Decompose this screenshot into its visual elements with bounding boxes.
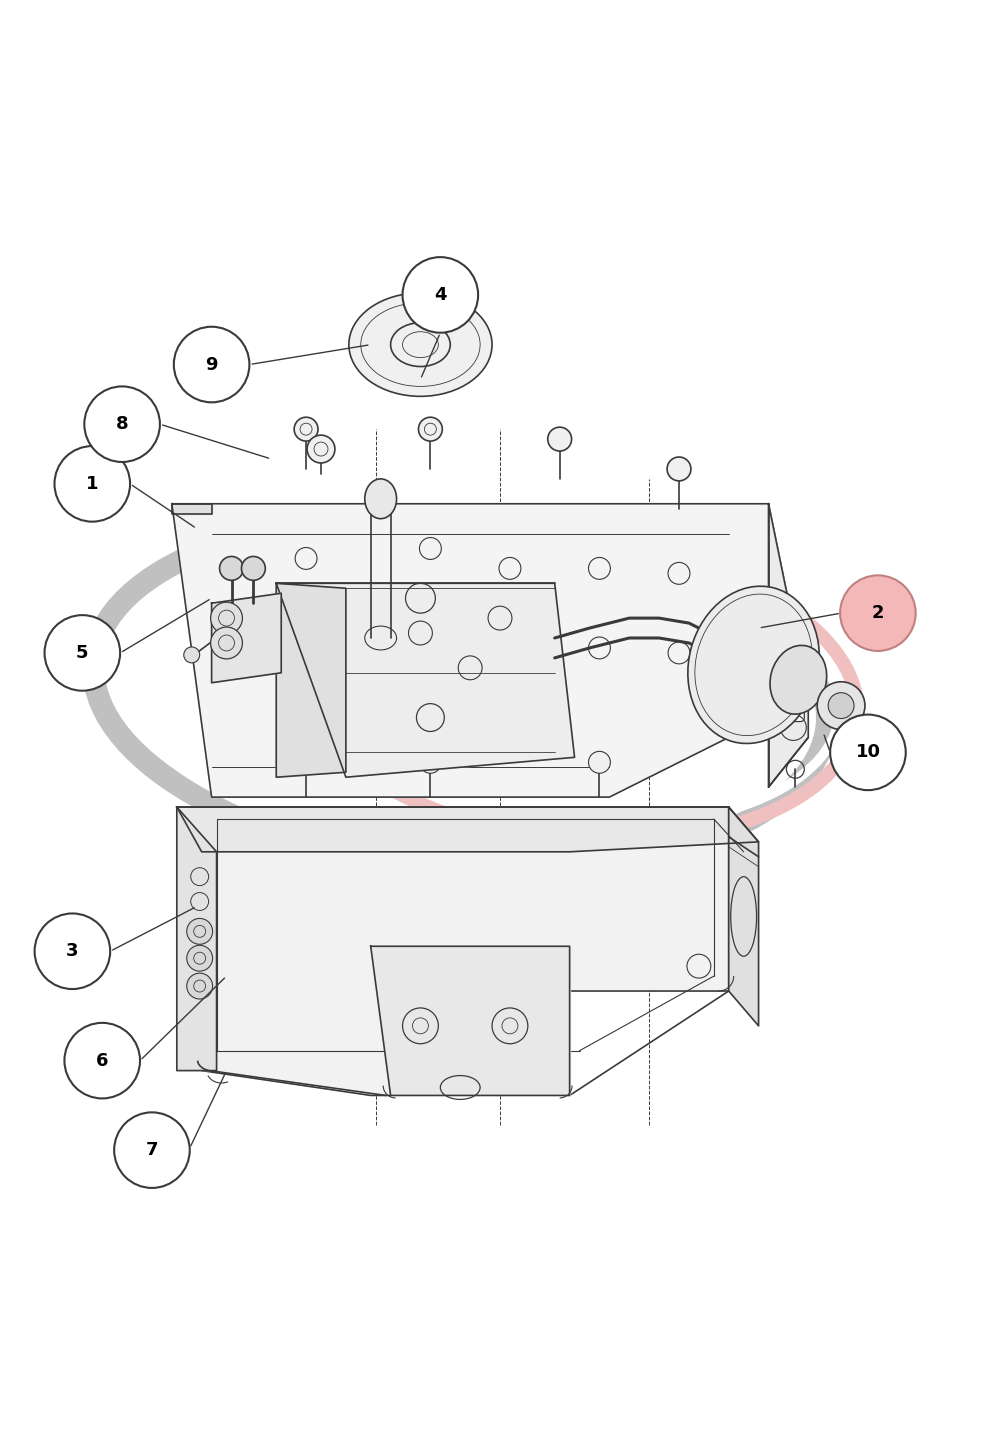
Text: EQUIPMENT: EQUIPMENT <box>320 639 560 672</box>
Circle shape <box>174 327 249 403</box>
Circle shape <box>187 973 213 1000</box>
Text: 7: 7 <box>146 1141 158 1160</box>
Text: 8: 8 <box>116 415 128 434</box>
Polygon shape <box>177 808 759 851</box>
Circle shape <box>307 435 335 463</box>
Circle shape <box>830 714 906 790</box>
Ellipse shape <box>365 479 397 518</box>
Polygon shape <box>172 503 808 797</box>
Circle shape <box>64 1023 140 1099</box>
Circle shape <box>184 647 200 663</box>
Text: 5: 5 <box>76 645 89 662</box>
Ellipse shape <box>349 292 492 396</box>
Polygon shape <box>729 808 759 1026</box>
Polygon shape <box>177 808 217 1071</box>
Text: SPECIALISTS: SPECIALISTS <box>306 675 564 710</box>
Circle shape <box>241 556 265 581</box>
Circle shape <box>295 751 317 773</box>
Ellipse shape <box>770 646 827 714</box>
Text: 3: 3 <box>66 943 79 960</box>
Text: 6: 6 <box>96 1052 108 1069</box>
Polygon shape <box>172 503 212 514</box>
Text: INC: INC <box>680 646 707 661</box>
Text: 2: 2 <box>872 604 884 623</box>
Polygon shape <box>769 503 808 787</box>
Text: 9: 9 <box>205 355 218 374</box>
Circle shape <box>294 418 318 441</box>
Polygon shape <box>371 946 570 1096</box>
Circle shape <box>45 615 120 691</box>
Circle shape <box>738 656 760 679</box>
Circle shape <box>419 751 441 773</box>
Polygon shape <box>276 583 575 777</box>
Circle shape <box>211 627 242 659</box>
Text: 1: 1 <box>86 474 99 493</box>
Circle shape <box>840 575 916 650</box>
FancyBboxPatch shape <box>772 624 804 722</box>
Ellipse shape <box>688 586 819 744</box>
Circle shape <box>220 556 243 581</box>
Text: 4: 4 <box>434 287 447 304</box>
Circle shape <box>84 387 160 463</box>
Text: 10: 10 <box>855 744 880 761</box>
Circle shape <box>114 1113 190 1187</box>
Polygon shape <box>212 594 281 682</box>
Circle shape <box>817 682 865 729</box>
Circle shape <box>667 457 691 482</box>
Circle shape <box>35 914 110 989</box>
Polygon shape <box>177 808 729 1096</box>
Circle shape <box>54 447 130 522</box>
Circle shape <box>403 258 478 333</box>
Circle shape <box>833 739 849 755</box>
Polygon shape <box>276 583 346 777</box>
Circle shape <box>828 693 854 719</box>
Circle shape <box>418 418 442 441</box>
Circle shape <box>211 602 242 634</box>
Circle shape <box>548 428 572 451</box>
Circle shape <box>187 918 213 944</box>
Circle shape <box>187 946 213 970</box>
Circle shape <box>589 751 610 773</box>
